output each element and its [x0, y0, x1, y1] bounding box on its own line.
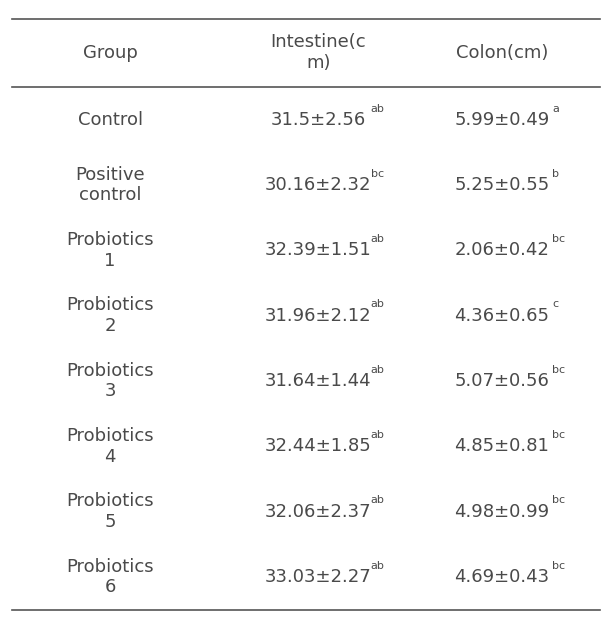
Text: Control: Control — [78, 111, 143, 129]
Text: c: c — [552, 299, 558, 310]
Text: bc: bc — [371, 169, 384, 179]
Text: bc: bc — [552, 430, 565, 440]
Text: Probiotics
2: Probiotics 2 — [66, 296, 154, 335]
Text: Probiotics
1: Probiotics 1 — [66, 231, 154, 270]
Text: ab: ab — [371, 560, 385, 571]
Text: ab: ab — [371, 103, 385, 114]
Text: bc: bc — [552, 234, 565, 244]
Text: 31.5±2.56: 31.5±2.56 — [271, 111, 366, 129]
Text: 5.07±0.56: 5.07±0.56 — [454, 372, 550, 390]
Text: Probiotics
5: Probiotics 5 — [66, 492, 154, 531]
Text: Intestine(c
m): Intestine(c m) — [271, 34, 366, 72]
Text: ab: ab — [371, 299, 385, 310]
Text: Colon(cm): Colon(cm) — [456, 44, 548, 62]
Text: a: a — [552, 103, 559, 114]
Text: 2.06±0.42: 2.06±0.42 — [454, 241, 550, 259]
Text: bc: bc — [552, 364, 565, 375]
Text: 5.99±0.49: 5.99±0.49 — [454, 111, 550, 129]
Text: 32.39±1.51: 32.39±1.51 — [265, 241, 371, 259]
Text: Probiotics
6: Probiotics 6 — [66, 557, 154, 596]
Text: bc: bc — [552, 495, 565, 506]
Text: ab: ab — [371, 234, 385, 244]
Text: b: b — [552, 169, 559, 179]
Text: bc: bc — [552, 560, 565, 571]
Text: ab: ab — [371, 364, 385, 375]
Text: ab: ab — [371, 495, 385, 506]
Text: Group: Group — [83, 44, 138, 62]
Text: 4.85±0.81: 4.85±0.81 — [454, 437, 550, 455]
Text: 4.98±0.99: 4.98±0.99 — [454, 503, 550, 521]
Text: 30.16±2.32: 30.16±2.32 — [265, 176, 371, 194]
Text: 5.25±0.55: 5.25±0.55 — [454, 176, 550, 194]
Text: ab: ab — [371, 430, 385, 440]
Text: 31.64±1.44: 31.64±1.44 — [265, 372, 371, 390]
Text: 33.03±2.27: 33.03±2.27 — [265, 568, 371, 586]
Text: Probiotics
4: Probiotics 4 — [66, 427, 154, 466]
Text: Positive
control: Positive control — [75, 165, 145, 205]
Text: 4.69±0.43: 4.69±0.43 — [454, 568, 550, 586]
Text: 32.44±1.85: 32.44±1.85 — [265, 437, 371, 455]
Text: Probiotics
3: Probiotics 3 — [66, 361, 154, 401]
Text: 31.96±2.12: 31.96±2.12 — [265, 307, 371, 325]
Text: 32.06±2.37: 32.06±2.37 — [265, 503, 371, 521]
Text: 4.36±0.65: 4.36±0.65 — [454, 307, 550, 325]
